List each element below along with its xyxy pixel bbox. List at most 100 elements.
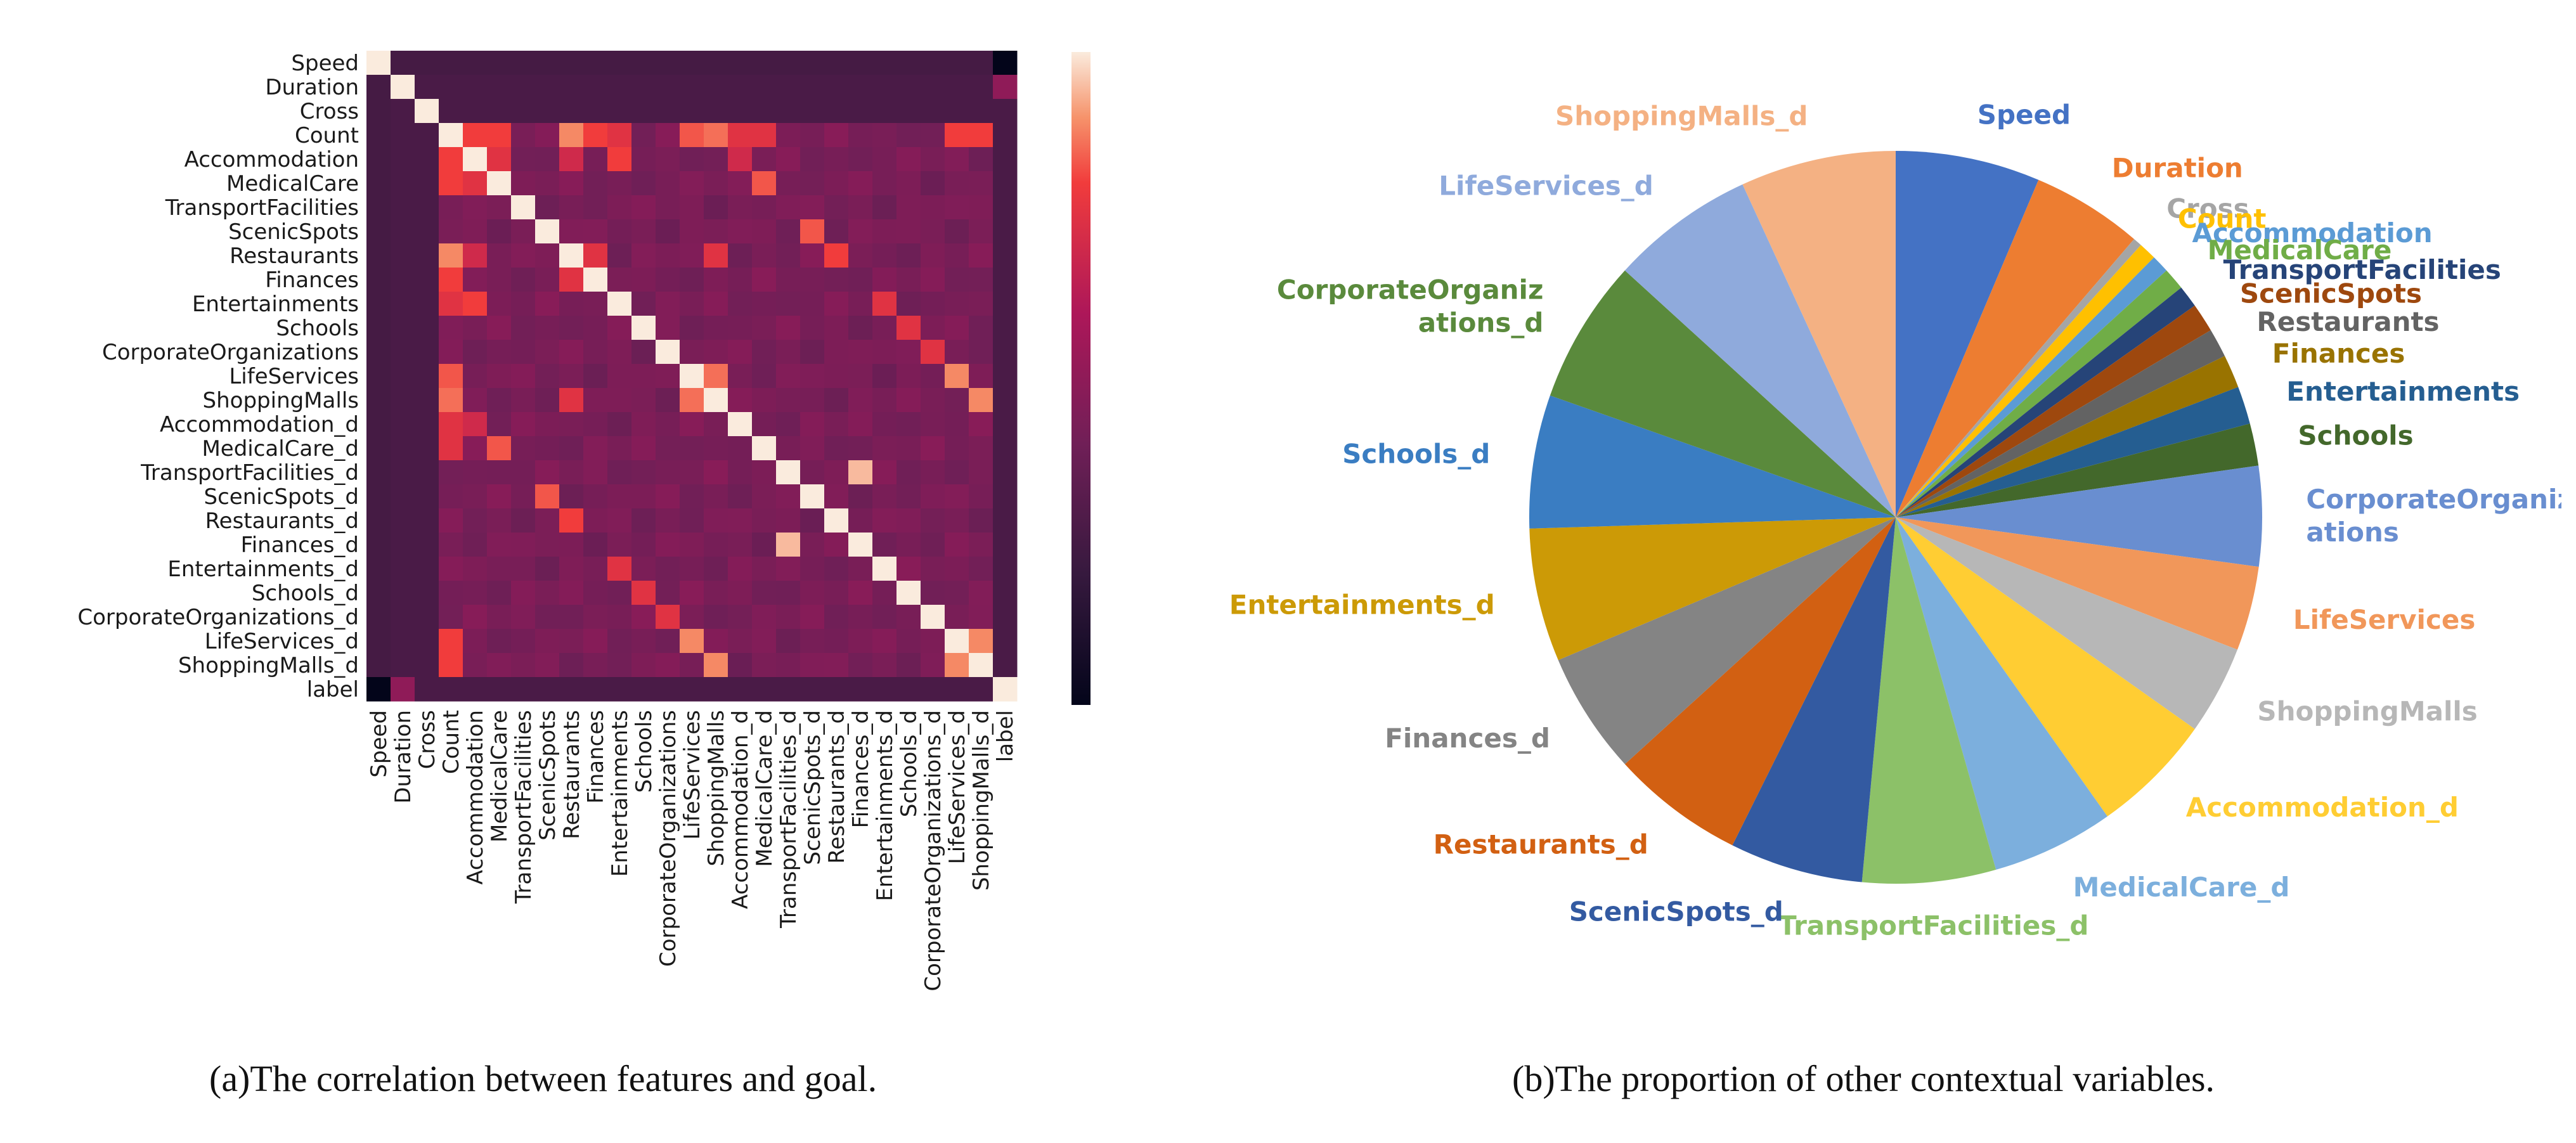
heatmap-cell <box>463 677 488 702</box>
heatmap-cell <box>559 316 584 340</box>
heatmap-cell <box>656 243 680 268</box>
heatmap-cell <box>487 653 512 678</box>
heatmap-cell <box>463 75 488 100</box>
heatmap-cell <box>872 412 897 437</box>
heatmap-cell <box>872 316 897 340</box>
heatmap-cell <box>824 123 849 148</box>
y-tick-label: ScenicSpots <box>228 219 359 245</box>
heatmap-cell <box>945 653 969 678</box>
pie-slice <box>1896 517 2195 817</box>
heatmap-cell <box>776 436 801 461</box>
heatmap-cell <box>800 316 825 340</box>
heatmap-cell <box>439 75 463 100</box>
heatmap-cell <box>656 388 680 413</box>
pie-slice <box>1624 517 1896 846</box>
heatmap-cell <box>969 629 994 654</box>
heatmap-cell <box>487 388 512 413</box>
heatmap-cell <box>680 677 704 702</box>
correlation-heatmap: SpeedDurationCrossCountAccommodationMedi… <box>77 51 1091 991</box>
heatmap-cell <box>776 653 801 678</box>
heatmap-cell <box>969 292 994 316</box>
heatmap-cell <box>969 171 994 196</box>
heatmap-cell <box>631 484 656 509</box>
heatmap-cell <box>872 219 897 244</box>
heatmap-cell <box>535 557 560 581</box>
heatmap-cell <box>728 171 753 196</box>
heatmap-cell <box>969 195 994 220</box>
heatmap-cell <box>656 508 680 533</box>
heatmap-cell <box>535 51 560 75</box>
heatmap-cell <box>993 388 1018 413</box>
heatmap-cell <box>656 268 680 292</box>
heatmap-cell <box>559 581 584 605</box>
x-tick-label: Restaurants_d <box>824 710 850 863</box>
heatmap-cell <box>439 268 463 292</box>
heatmap-cell <box>559 388 584 413</box>
heatmap-cell <box>969 340 994 365</box>
heatmap-cell <box>872 123 897 148</box>
heatmap-cell <box>511 243 536 268</box>
heatmap-cell <box>824 629 849 654</box>
heatmap-cell <box>728 460 753 485</box>
heatmap-cell <box>800 364 825 389</box>
heatmap-cell <box>583 557 608 581</box>
heatmap-cell <box>535 533 560 557</box>
heatmap-cell <box>439 388 463 413</box>
heatmap-cell <box>607 605 632 630</box>
heatmap-cell <box>848 51 873 75</box>
heatmap-cell <box>728 533 753 557</box>
heatmap-cell <box>439 653 463 678</box>
heatmap-cell <box>656 195 680 220</box>
heatmap-cell <box>631 75 656 100</box>
heatmap-cell <box>945 484 969 509</box>
heatmap-cell <box>728 340 753 365</box>
heatmap-cell <box>559 99 584 124</box>
heatmap-cell <box>704 51 728 75</box>
heatmap-cell <box>824 195 849 220</box>
pie-slice <box>1896 306 2211 517</box>
y-tick-label: Entertainments_d <box>167 557 359 582</box>
heatmap-cell <box>463 629 488 654</box>
pie-slice-label: ShoppingMalls_d <box>1555 101 1808 132</box>
heatmap-cell <box>728 412 753 437</box>
pie-slice <box>1896 239 2141 517</box>
heatmap-cell <box>607 268 632 292</box>
heatmap-cell <box>945 557 969 581</box>
heatmap-cell <box>631 605 656 630</box>
heatmap-cell <box>752 436 777 461</box>
heatmap-cell <box>656 436 680 461</box>
heatmap-cell <box>704 171 728 196</box>
heatmap-cell <box>439 340 463 365</box>
heatmap-cell <box>487 51 512 75</box>
heatmap-cell <box>824 412 849 437</box>
heatmap-cell <box>559 219 584 244</box>
heatmap-cell <box>872 51 897 75</box>
heatmap-cell <box>872 388 897 413</box>
pie-slice <box>1529 517 1896 661</box>
pie-slice <box>1529 395 1896 529</box>
heatmap-cell <box>752 581 777 605</box>
x-tick-label: Cross <box>415 710 440 769</box>
y-tick-label: Entertainments <box>192 292 359 317</box>
heatmap-cell <box>391 219 415 244</box>
heatmap-cell <box>583 292 608 316</box>
heatmap-cell <box>535 195 560 220</box>
heatmap-cell <box>439 484 463 509</box>
heatmap-cell <box>366 195 391 220</box>
pie-slice-label: Entertainments_d <box>1230 589 1495 620</box>
heatmap-cell <box>680 99 704 124</box>
heatmap-cell <box>945 123 969 148</box>
heatmap-cell <box>921 653 945 678</box>
y-tick-label: Schools <box>276 316 359 341</box>
heatmap-cell <box>511 219 536 244</box>
heatmap-cell <box>656 99 680 124</box>
heatmap-cell <box>800 436 825 461</box>
heatmap-cell <box>680 412 704 437</box>
heatmap-cell <box>366 412 391 437</box>
heatmap-cell <box>439 99 463 124</box>
heatmap-cell <box>559 484 584 509</box>
y-tick-label: CorporateOrganizations <box>102 340 359 365</box>
heatmap-cell <box>583 629 608 654</box>
heatmap-cell <box>366 147 391 172</box>
heatmap-cell <box>969 557 994 581</box>
